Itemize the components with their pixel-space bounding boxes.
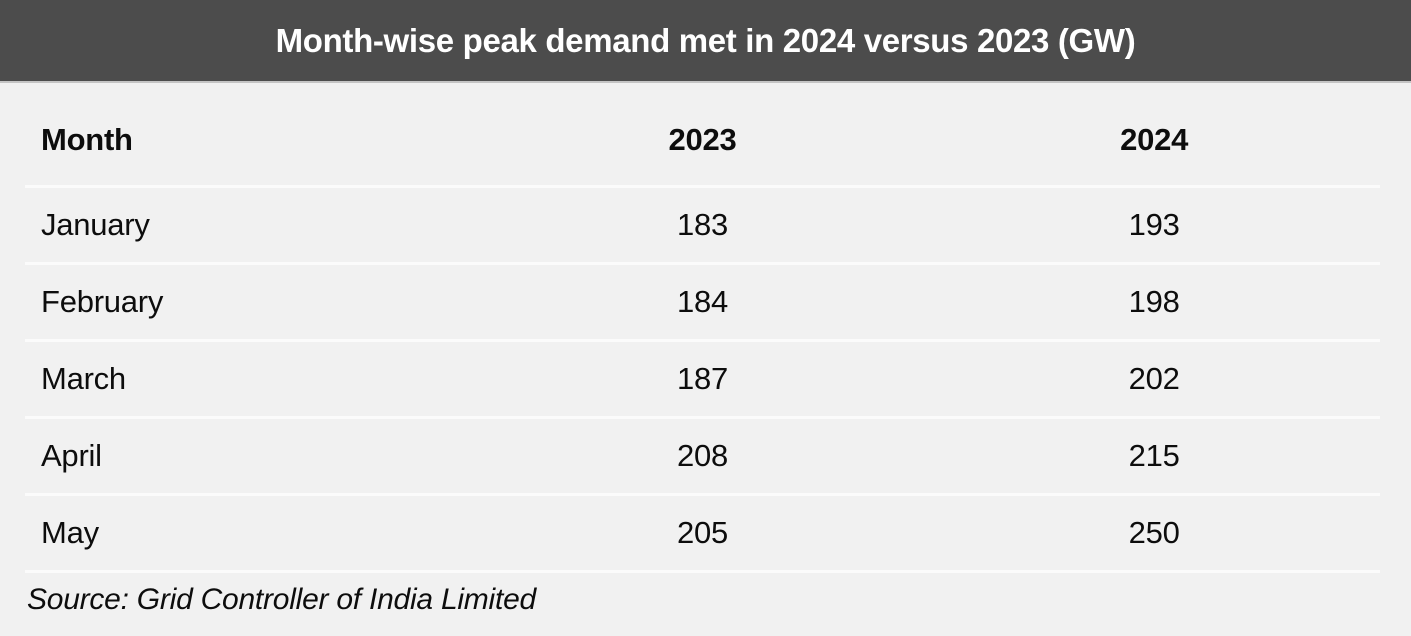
value-2024-cell: 215 (1128, 438, 1180, 473)
month-cell: January (41, 207, 150, 242)
value-2024-cell: 198 (1128, 284, 1180, 319)
table-header-row: Month 2023 2024 (25, 83, 1380, 185)
value-2024-cell: 202 (1128, 361, 1180, 396)
table-row: January 183 193 (25, 185, 1380, 262)
table-footer: Source: Grid Controller of India Limited (25, 570, 1380, 636)
column-header-2024: 2024 (1120, 122, 1189, 157)
chart-title: Month-wise peak demand met in 2024 versu… (275, 21, 1136, 59)
table-row: March 187 202 (25, 339, 1380, 416)
value-2023-cell: 184 (676, 284, 728, 319)
table-row: April 208 215 (25, 416, 1380, 493)
title-bar: Month-wise peak demand met in 2024 versu… (0, 0, 1411, 83)
value-2023-cell: 208 (676, 438, 728, 473)
month-cell: May (41, 515, 99, 550)
column-header-2023: 2023 (668, 122, 737, 157)
value-2023-cell: 183 (676, 207, 728, 242)
table-row: May 205 250 (25, 493, 1380, 570)
column-header-month: Month (41, 122, 133, 157)
source-note: Source: Grid Controller of India Limited (27, 582, 536, 616)
value-2023-cell: 205 (676, 515, 728, 550)
month-cell: February (41, 284, 164, 319)
demand-table: Month 2023 2024 January 183 193 February… (0, 83, 1411, 636)
value-2024-cell: 193 (1128, 207, 1180, 242)
value-2024-cell: 250 (1128, 515, 1180, 550)
value-2023-cell: 187 (676, 361, 728, 396)
month-cell: April (41, 438, 102, 473)
table-row: February 184 198 (25, 262, 1380, 339)
month-cell: March (41, 361, 126, 396)
